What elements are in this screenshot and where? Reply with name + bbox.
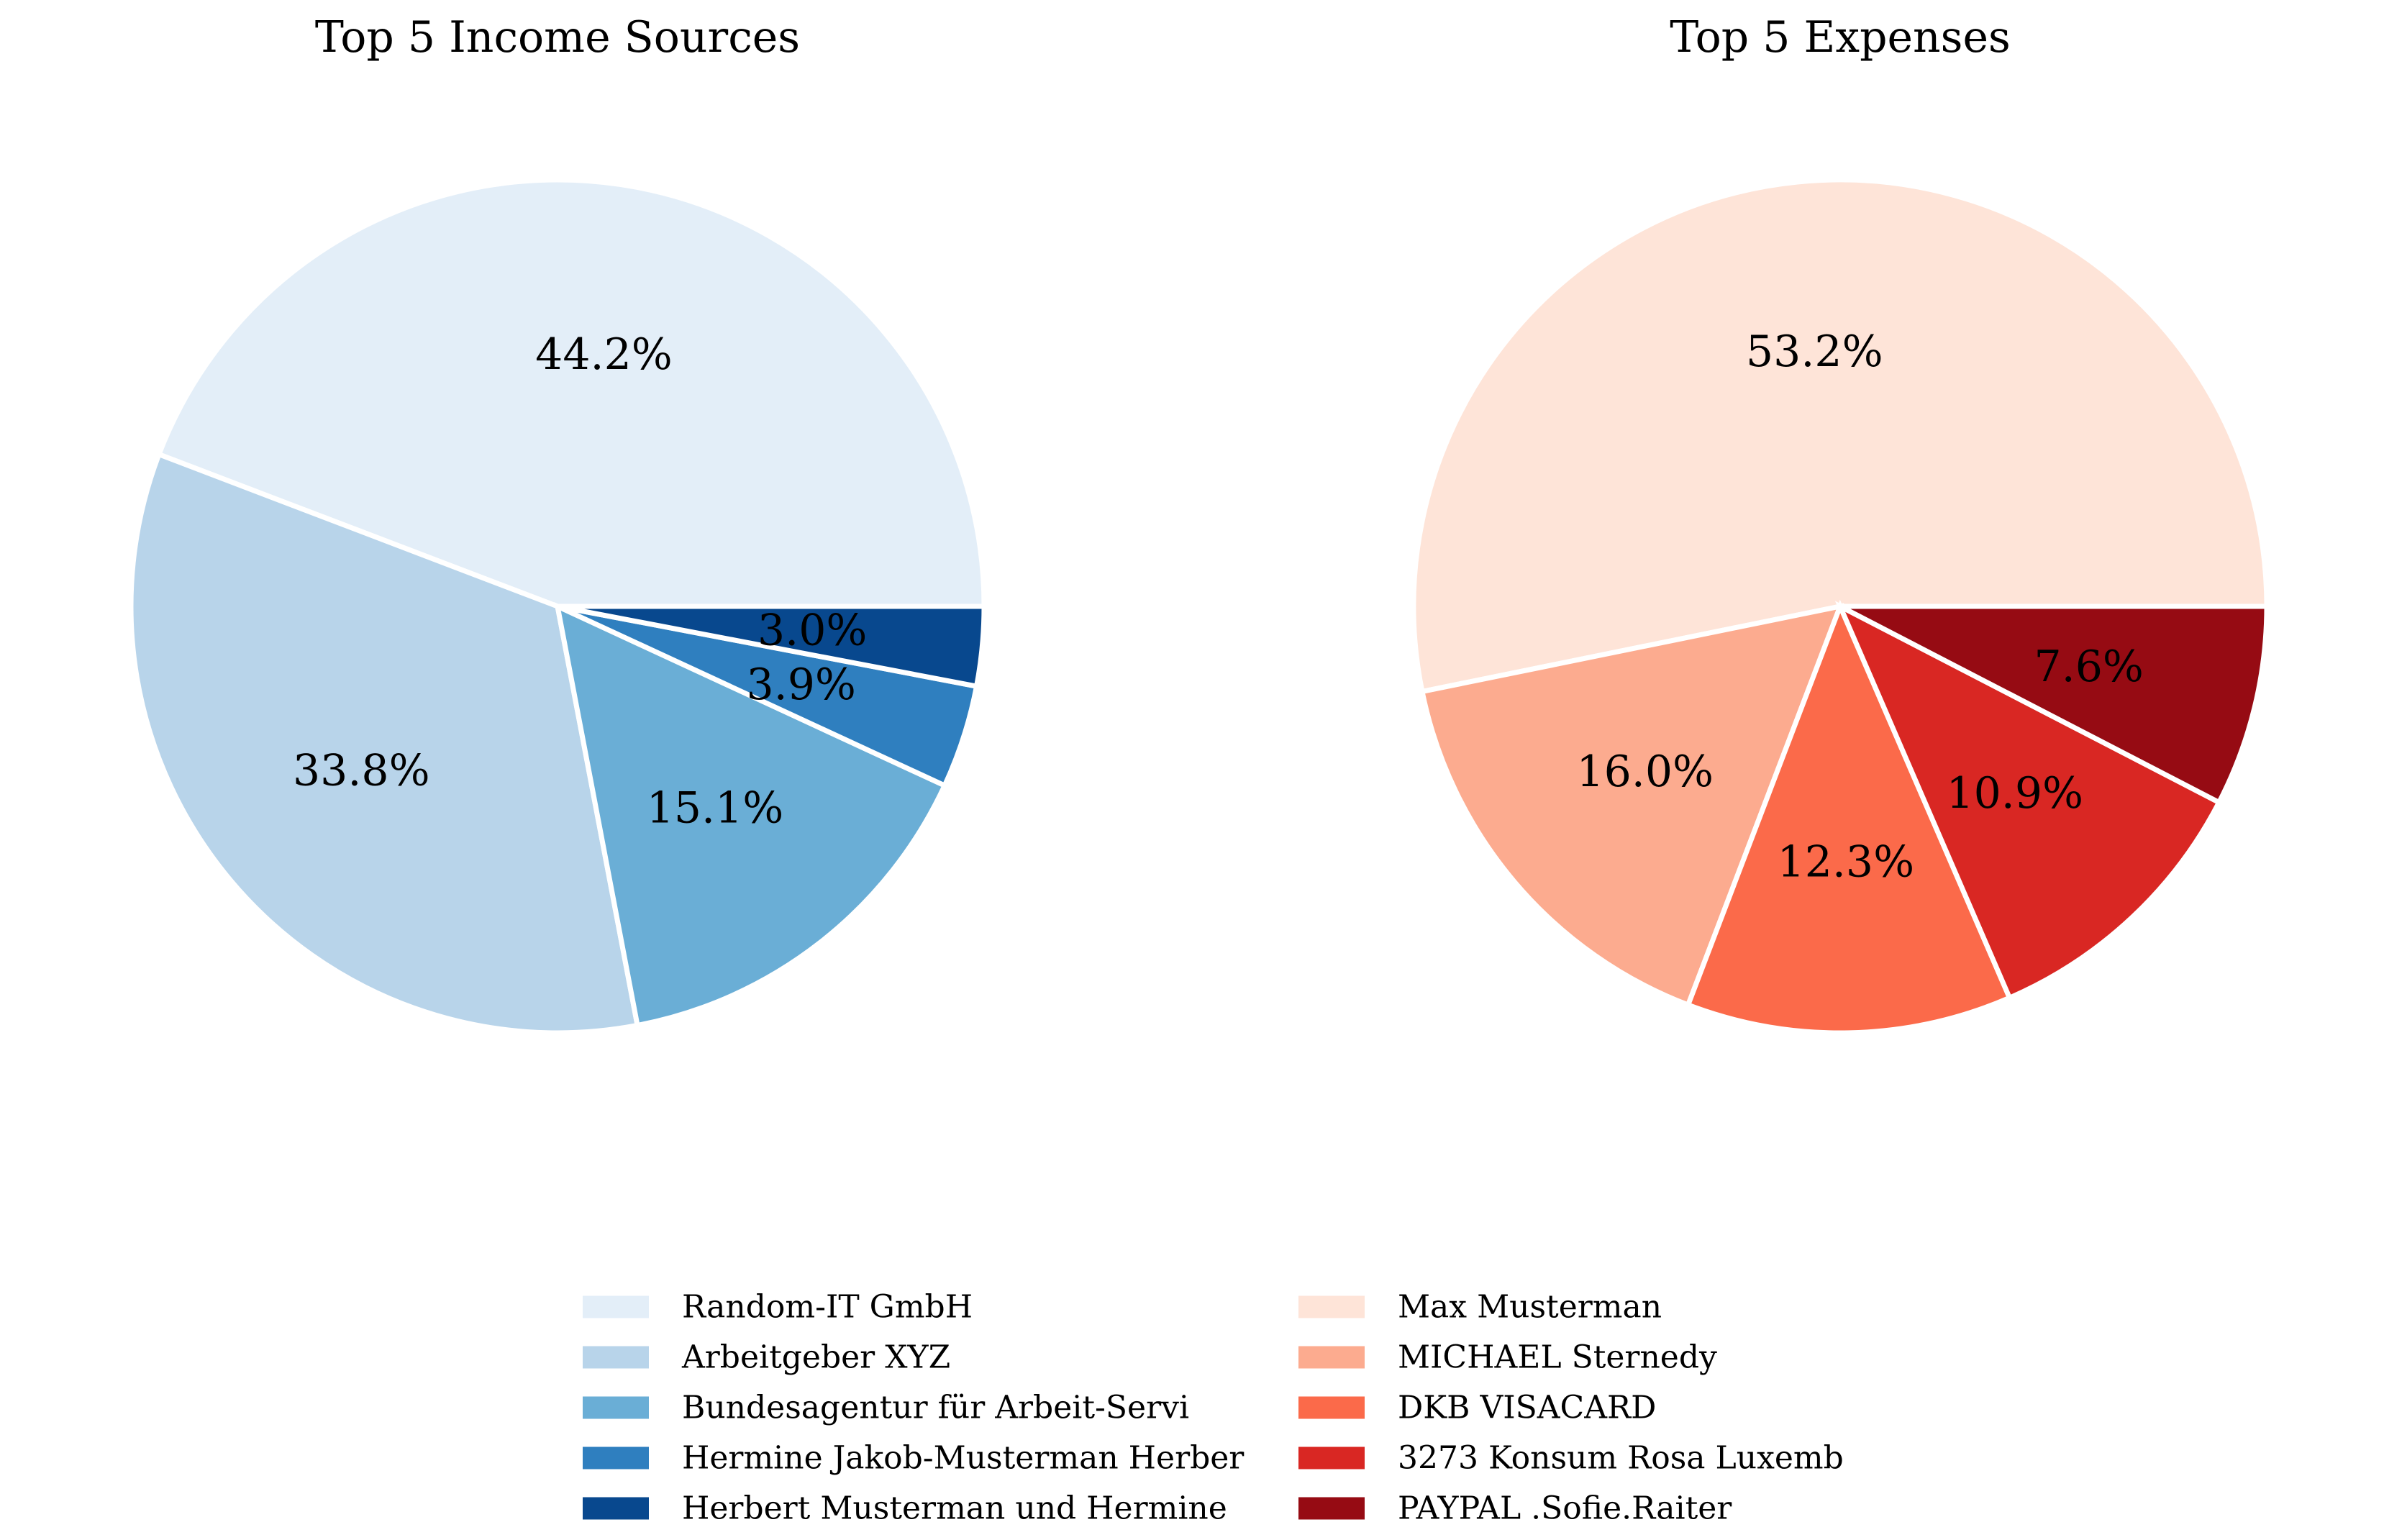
expense-slice-4: [1834, 601, 2223, 1001]
legend: Random-IT GmbH Arbeitgeber XYZ Bundesagent…: [583, 1289, 1844, 1527]
legend-income-swatch-3: [583, 1396, 649, 1419]
income-slice-2: [128, 451, 641, 1036]
expense-slice-2: [1419, 603, 1844, 1008]
income-slice-5-percent-label: 3.0%: [757, 605, 867, 655]
legend-income-swatch-5: [583, 1497, 649, 1520]
expense-slice-5: [1839, 603, 2270, 806]
income-slice-1-percent-label: 44.2%: [535, 329, 673, 380]
legend-expense-swatch-5: [1298, 1497, 1365, 1520]
legend-expense-label-4: 3273 Konsum Rosa Luxemb: [1398, 1440, 1844, 1477]
expense-slice-2-percent-label: 16.0%: [1576, 747, 1714, 797]
legend-income-label-3: Bundesagentur für Arbeit-Servi: [682, 1390, 1189, 1426]
legend-expense-swatch-2: [1298, 1346, 1365, 1369]
legend-expense-swatch-3: [1298, 1396, 1365, 1419]
expense-slice-4-percent-label: 10.9%: [1946, 768, 2083, 819]
expense-slice-1: [1411, 177, 2270, 695]
income-chart-title: Top 5 Income Sources: [315, 12, 800, 63]
legend-income-swatch-2: [583, 1346, 649, 1369]
expense-slice-1-percent-label: 53.2%: [1746, 327, 1883, 377]
income-pie-slices: [128, 177, 987, 1036]
expense-slice-3: [1685, 599, 2014, 1036]
income-slice-3-percent-label: 15.1%: [647, 783, 784, 833]
income-slice-4-percent-label: 3.9%: [747, 660, 856, 710]
income-slice-2-percent-label: 33.8%: [293, 746, 430, 796]
legend-expense-label-3: DKB VISACARD: [1398, 1390, 1656, 1426]
legend-income-swatch-1: [583, 1295, 649, 1318]
expense-slice-5-percent-label: 7.6%: [2034, 642, 2143, 692]
legend-expense-swatch-1: [1298, 1295, 1365, 1318]
legend-expense-label-2: MICHAEL Sternedy: [1398, 1339, 1717, 1376]
income-slice-1: [155, 177, 987, 609]
legend-income-label-4: Hermine Jakob-Musterman Herber: [682, 1440, 1245, 1477]
expense-slice-3-percent-label: 12.3%: [1778, 837, 1915, 888]
income-slice-5: [557, 603, 987, 690]
legend-expense-label-5: PAYPAL .Sofie.Raiter: [1398, 1490, 1732, 1527]
legend-expense-label-1: Max Musterman: [1398, 1289, 1662, 1326]
expense-chart-title: Top 5 Expenses: [1670, 12, 2011, 63]
legend-expense-swatch-4: [1298, 1446, 1365, 1470]
expense-pie-slices: [1411, 177, 2270, 1036]
income-slice-3: [554, 601, 948, 1029]
legend-income-label-2: Arbeitgeber XYZ: [681, 1339, 950, 1376]
expense-pie-labels: 53.2% 16.0% 12.3% 10.9% 7.6%: [1576, 327, 2144, 888]
legend-income-label-5: Herbert Musterman und Hermine: [682, 1490, 1227, 1527]
legend-income-swatch-4: [583, 1446, 649, 1470]
expense-pie-chart: Top 5 Expenses 53.2% 16.0% 12.3% 10.9% 7.6%: [1411, 12, 2270, 1036]
income-pie-labels: 44.2% 33.8% 15.1% 3.9%3.0%: [293, 329, 867, 833]
income-pie-chart: Top 5 Income Sources 44.2% 33.8% 15.1% 3.9%…: [128, 12, 987, 1036]
legend-income-label-1: Random-IT GmbH: [682, 1289, 973, 1326]
